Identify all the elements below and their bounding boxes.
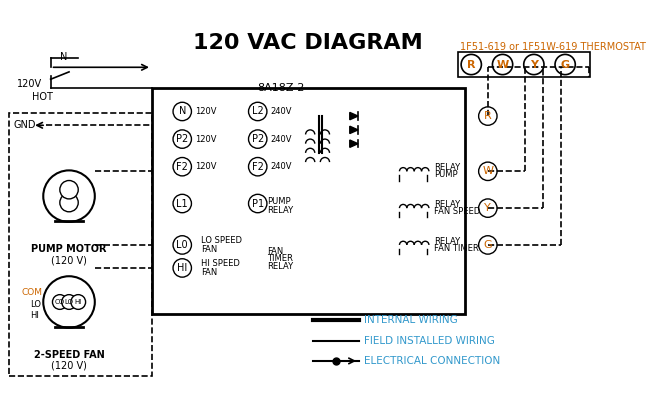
Text: HI: HI bbox=[74, 299, 82, 305]
Circle shape bbox=[249, 158, 267, 176]
Circle shape bbox=[249, 102, 267, 121]
Circle shape bbox=[492, 54, 513, 75]
Text: 240V: 240V bbox=[271, 134, 292, 144]
Text: R: R bbox=[467, 59, 476, 70]
Text: 120V: 120V bbox=[17, 79, 42, 89]
Text: P2: P2 bbox=[252, 134, 264, 144]
Circle shape bbox=[52, 295, 67, 309]
Text: 240V: 240V bbox=[271, 107, 292, 116]
Text: 120V: 120V bbox=[195, 107, 216, 116]
Text: P2: P2 bbox=[176, 134, 188, 144]
Text: LO: LO bbox=[30, 300, 42, 309]
Bar bbox=[9, 113, 152, 376]
Text: L1: L1 bbox=[176, 199, 188, 209]
Text: 8A18Z-2: 8A18Z-2 bbox=[257, 83, 304, 93]
Text: FAN: FAN bbox=[200, 245, 217, 254]
Bar bbox=[152, 88, 465, 314]
Circle shape bbox=[173, 130, 192, 148]
Text: (120 V): (120 V) bbox=[51, 361, 87, 371]
Text: G: G bbox=[561, 59, 570, 70]
Polygon shape bbox=[350, 126, 358, 134]
Text: F2: F2 bbox=[176, 162, 188, 172]
Circle shape bbox=[478, 199, 497, 217]
Text: 1F51-619 or 1F51W-619 THERMOSTAT: 1F51-619 or 1F51W-619 THERMOSTAT bbox=[460, 42, 646, 52]
Circle shape bbox=[173, 194, 192, 213]
Text: PUMP: PUMP bbox=[267, 197, 291, 206]
Text: RELAY: RELAY bbox=[434, 200, 460, 209]
Text: FAN: FAN bbox=[200, 268, 217, 277]
Circle shape bbox=[524, 54, 544, 75]
Text: RELAY: RELAY bbox=[434, 163, 460, 172]
Text: W: W bbox=[482, 166, 493, 176]
Text: Y: Y bbox=[484, 203, 491, 213]
Text: LO: LO bbox=[64, 299, 74, 305]
Text: LO SPEED: LO SPEED bbox=[200, 236, 242, 245]
Polygon shape bbox=[350, 140, 358, 147]
Circle shape bbox=[60, 181, 78, 199]
Polygon shape bbox=[350, 112, 358, 120]
Text: 240V: 240V bbox=[271, 162, 292, 171]
Text: L0: L0 bbox=[176, 240, 188, 250]
Text: R: R bbox=[484, 111, 492, 121]
Text: L2: L2 bbox=[252, 106, 263, 116]
Text: W: W bbox=[496, 59, 509, 70]
Text: HI SPEED: HI SPEED bbox=[200, 259, 240, 268]
Text: 120V: 120V bbox=[195, 134, 216, 144]
Text: RELAY: RELAY bbox=[267, 206, 293, 215]
Circle shape bbox=[60, 194, 78, 212]
Circle shape bbox=[173, 158, 192, 176]
Text: (120 V): (120 V) bbox=[51, 255, 87, 265]
Text: F2: F2 bbox=[252, 162, 264, 172]
Circle shape bbox=[173, 259, 192, 277]
Bar bbox=[458, 52, 590, 78]
Text: HI: HI bbox=[177, 263, 188, 273]
Text: RELAY: RELAY bbox=[267, 261, 293, 271]
Circle shape bbox=[478, 236, 497, 254]
Circle shape bbox=[249, 130, 267, 148]
Text: N: N bbox=[179, 106, 186, 116]
Circle shape bbox=[555, 54, 576, 75]
Text: ELECTRICAL CONNECTION: ELECTRICAL CONNECTION bbox=[364, 356, 500, 366]
Text: FIELD INSTALLED WIRING: FIELD INSTALLED WIRING bbox=[364, 336, 494, 346]
Text: HOT: HOT bbox=[32, 92, 53, 102]
Text: INTERNAL WIRING: INTERNAL WIRING bbox=[364, 316, 458, 326]
Text: N: N bbox=[60, 52, 67, 62]
Text: 120V: 120V bbox=[195, 162, 216, 171]
Text: P1: P1 bbox=[252, 199, 264, 209]
Circle shape bbox=[44, 276, 95, 328]
Text: COM: COM bbox=[21, 288, 42, 297]
Text: Y: Y bbox=[530, 59, 538, 70]
Circle shape bbox=[478, 162, 497, 181]
Text: GND: GND bbox=[14, 120, 36, 130]
Text: 2-SPEED FAN: 2-SPEED FAN bbox=[34, 350, 105, 360]
Text: HI: HI bbox=[30, 311, 40, 320]
Circle shape bbox=[44, 171, 95, 222]
Text: PUMP: PUMP bbox=[434, 171, 458, 179]
Circle shape bbox=[461, 54, 481, 75]
Text: 120 VAC DIAGRAM: 120 VAC DIAGRAM bbox=[194, 33, 423, 53]
Circle shape bbox=[478, 107, 497, 125]
Circle shape bbox=[249, 194, 267, 213]
Circle shape bbox=[71, 295, 86, 309]
Text: FAN TIMER: FAN TIMER bbox=[434, 244, 479, 253]
Circle shape bbox=[173, 102, 192, 121]
Text: RELAY: RELAY bbox=[434, 237, 460, 246]
Text: TIMER: TIMER bbox=[267, 254, 293, 263]
Circle shape bbox=[62, 295, 76, 309]
Text: G: G bbox=[484, 240, 492, 250]
Text: FAN: FAN bbox=[267, 247, 283, 256]
Text: CO: CO bbox=[55, 299, 65, 305]
Circle shape bbox=[173, 236, 192, 254]
Text: FAN SPEED: FAN SPEED bbox=[434, 207, 480, 216]
Text: PUMP MOTOR: PUMP MOTOR bbox=[31, 244, 107, 254]
